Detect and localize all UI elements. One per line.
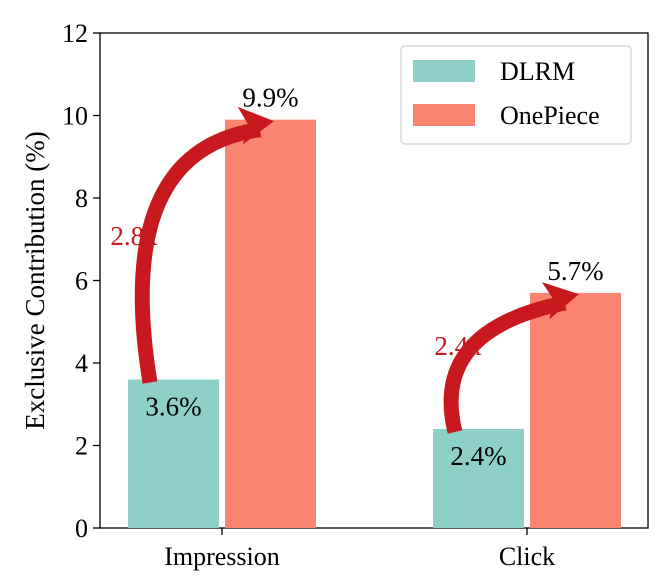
legend-label-onepiece: OnePiece bbox=[500, 101, 600, 130]
axes: 0 2 4 6 8 10 12 Exclusive Contribution (%) Impre… bbox=[20, 19, 649, 571]
x-tick-label: Impression bbox=[164, 542, 280, 571]
arrow-head-click bbox=[541, 282, 579, 320]
y-axis-title: Exclusive Contribution (%) bbox=[20, 131, 50, 429]
x-tick-label: Click bbox=[499, 542, 555, 571]
y-tick-label: 8 bbox=[75, 184, 88, 213]
data-label-onepiece-click: 5.7% bbox=[547, 256, 603, 286]
bar-onepiece-impression bbox=[225, 119, 316, 528]
y-tick-label: 2 bbox=[75, 432, 88, 461]
data-label-dlrm-click: 2.4% bbox=[450, 441, 506, 471]
bars bbox=[128, 119, 621, 528]
data-labels: 2.8x 2.4x 3.6% 2.4% 9.9% 5.7% bbox=[110, 83, 603, 471]
legend-swatch-dlrm bbox=[413, 60, 475, 82]
ratio-label-click: 2.4x bbox=[434, 331, 482, 361]
y-tick-label: 10 bbox=[62, 102, 88, 131]
y-tick-label: 0 bbox=[75, 514, 88, 543]
bar-dlrm-impression bbox=[128, 379, 219, 528]
legend-swatch-onepiece bbox=[413, 104, 475, 126]
ratio-label-impression: 2.8x bbox=[110, 221, 158, 251]
data-label-dlrm-impression: 3.6% bbox=[145, 392, 201, 422]
legend-label-dlrm: DLRM bbox=[500, 57, 575, 86]
arrows bbox=[134, 106, 579, 434]
legend: DLRM OnePiece bbox=[400, 45, 632, 145]
y-tick-label: 4 bbox=[75, 349, 88, 378]
arrow-head-impression bbox=[237, 106, 274, 145]
arrow-shaft-impression bbox=[134, 122, 262, 384]
y-tick-label: 12 bbox=[62, 19, 88, 48]
bar-dlrm-click bbox=[433, 429, 524, 528]
arrow-shaft-click bbox=[443, 295, 567, 434]
y-tick-label: 6 bbox=[75, 267, 88, 296]
bar-onepiece-click bbox=[530, 292, 621, 528]
data-label-onepiece-impression: 9.9% bbox=[242, 83, 298, 113]
